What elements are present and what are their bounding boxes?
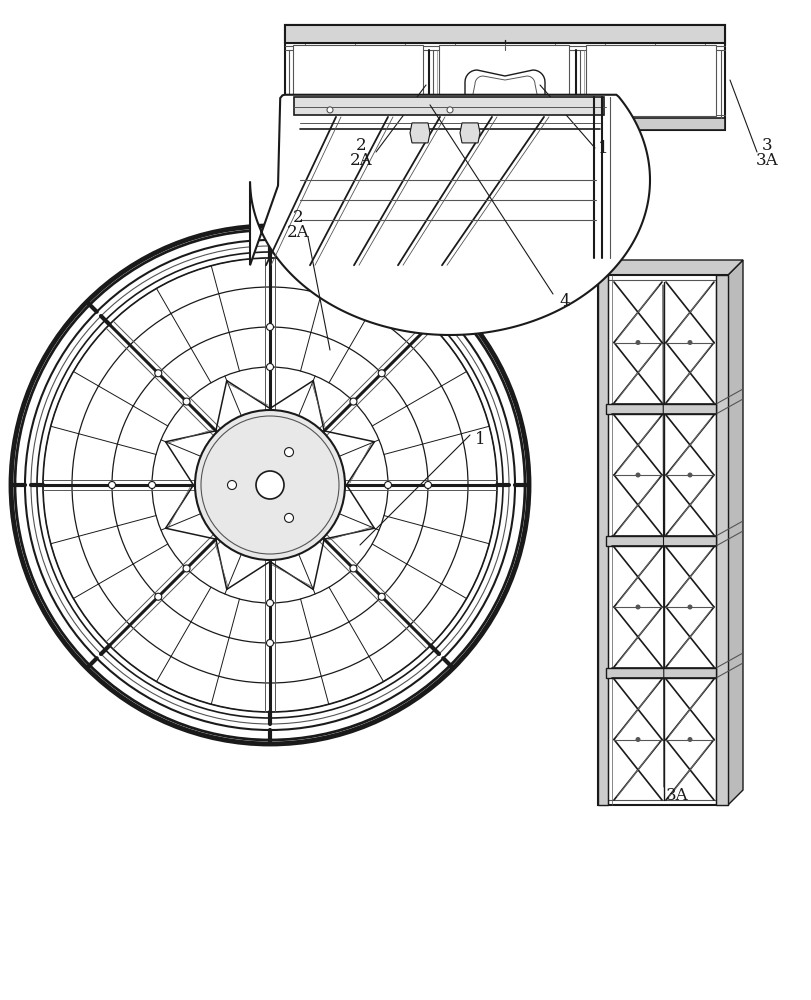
Polygon shape [473, 76, 536, 110]
Circle shape [327, 107, 333, 113]
Circle shape [37, 252, 502, 718]
Text: 2: 2 [355, 137, 366, 154]
Text: 2A: 2A [350, 152, 372, 169]
Circle shape [384, 482, 391, 488]
Circle shape [148, 482, 156, 488]
Circle shape [378, 593, 384, 600]
Circle shape [266, 640, 273, 646]
Circle shape [687, 604, 692, 609]
Text: 4: 4 [559, 294, 569, 310]
Text: 2: 2 [292, 209, 303, 226]
Polygon shape [727, 260, 742, 805]
Circle shape [266, 599, 273, 606]
Circle shape [195, 410, 345, 560]
Bar [586, 45, 715, 116]
Circle shape [227, 481, 236, 489]
Circle shape [687, 737, 692, 742]
Polygon shape [250, 95, 649, 335]
Text: 2A: 2A [286, 224, 309, 241]
Circle shape [266, 363, 273, 370]
Bar [715, 275, 727, 805]
Circle shape [687, 473, 692, 478]
Text: 3A: 3A [755, 152, 778, 169]
Bar [285, 118, 724, 130]
Text: 1: 1 [597, 140, 607, 157]
Bar [605, 280, 715, 800]
Circle shape [424, 482, 431, 488]
Circle shape [635, 737, 640, 742]
Bar [605, 404, 715, 414]
Circle shape [182, 565, 190, 572]
Polygon shape [410, 123, 430, 143]
Circle shape [43, 258, 496, 712]
Circle shape [266, 324, 273, 330]
Polygon shape [460, 123, 479, 143]
Bar [439, 45, 569, 116]
Bar [597, 275, 607, 805]
Text: 3: 3 [761, 137, 771, 154]
Circle shape [155, 593, 161, 600]
Circle shape [635, 604, 640, 609]
Bar [285, 25, 724, 43]
Circle shape [284, 513, 293, 522]
Circle shape [201, 416, 338, 554]
Text: 3A: 3A [665, 786, 688, 803]
Bar [294, 97, 603, 115]
Polygon shape [597, 260, 742, 275]
Circle shape [109, 482, 115, 488]
Polygon shape [465, 70, 544, 112]
Circle shape [446, 107, 453, 113]
Bar [605, 668, 715, 678]
Circle shape [687, 340, 692, 345]
Circle shape [25, 240, 514, 730]
Circle shape [11, 226, 528, 744]
Bar [285, 25, 724, 130]
Bar [605, 536, 715, 546]
Bar [293, 45, 423, 116]
Circle shape [182, 398, 190, 405]
Circle shape [15, 230, 525, 740]
Text: 1: 1 [474, 432, 485, 448]
Circle shape [350, 398, 357, 405]
Circle shape [635, 473, 640, 478]
Circle shape [284, 448, 293, 457]
Circle shape [350, 565, 357, 572]
Circle shape [635, 340, 640, 345]
Circle shape [378, 370, 384, 377]
Circle shape [155, 370, 161, 377]
Circle shape [255, 471, 284, 499]
Circle shape [31, 246, 508, 724]
Bar [597, 275, 727, 805]
